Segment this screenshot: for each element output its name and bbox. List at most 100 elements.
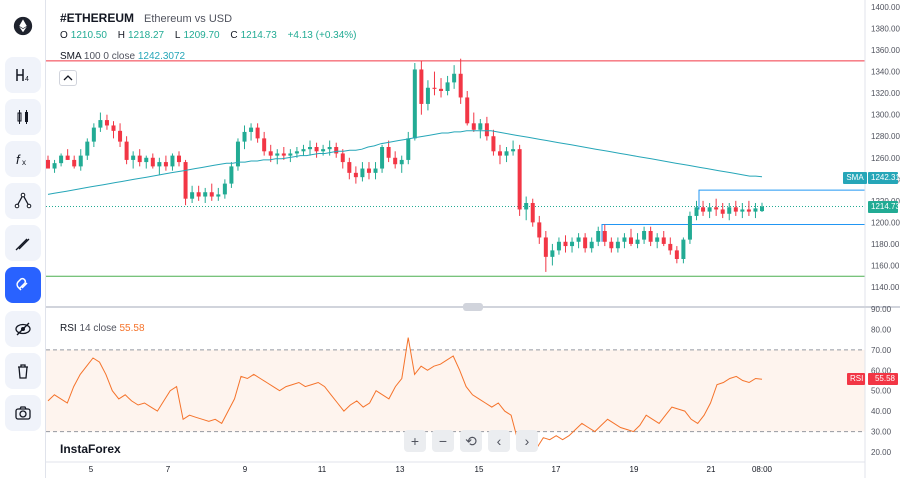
candle-body [674, 250, 679, 259]
open-value: 1210.50 [70, 30, 107, 41]
candles-tool-icon[interactable] [5, 99, 41, 135]
pane-resize-handle[interactable] [463, 303, 483, 311]
sma-legend[interactable]: SMA 100 0 close 1242.3072 [60, 51, 185, 62]
candle-body [602, 231, 607, 242]
brush-tool-icon[interactable] [5, 225, 41, 261]
rsi-tick-label: 30.00 [871, 428, 892, 437]
candle-body [301, 149, 306, 152]
candle-body [655, 237, 660, 242]
sma-value: 1242.3072 [137, 51, 186, 62]
svg-text:4: 4 [25, 76, 29, 83]
price-tick-label: 1200.00 [871, 218, 900, 227]
candle-body [701, 207, 706, 212]
candle-body [144, 157, 149, 163]
candle-body [543, 237, 548, 257]
candle-body [183, 162, 188, 199]
zoom-out-button[interactable]: − [432, 430, 454, 452]
candle-body [425, 87, 430, 104]
candle-body [157, 162, 162, 167]
time-tick-label: 21 [707, 465, 716, 474]
candle-body [72, 159, 77, 167]
symbol-description: Ethereum vs USD [144, 13, 233, 25]
candle-body [563, 241, 568, 247]
candle-body [714, 207, 719, 210]
candle-body [177, 155, 182, 163]
candle-body [465, 97, 470, 124]
candle-body [163, 162, 168, 167]
candle-body [59, 155, 64, 164]
collapse-legend-button[interactable] [59, 70, 77, 86]
price-tick-label: 1340.00 [871, 68, 900, 77]
candle-body [524, 203, 529, 210]
candle-body [550, 250, 555, 257]
candle-body [65, 155, 70, 160]
candle-body [406, 138, 411, 160]
price-tick-label: 1360.00 [871, 46, 900, 55]
candle-body [196, 192, 201, 197]
headings-tool-icon[interactable]: 4 [5, 57, 41, 93]
scroll-back-button[interactable]: ‹ [488, 430, 510, 452]
time-tick-label: 5 [89, 465, 94, 474]
candle-body [452, 73, 457, 83]
candle-body [249, 127, 254, 132]
candle-body [334, 147, 339, 154]
open-label: O [60, 30, 68, 41]
price-tick-label: 1400.00 [871, 3, 900, 12]
candle-body [104, 120, 109, 126]
low-label: L [174, 30, 181, 41]
candle-body [393, 157, 398, 165]
price-tick-label: 1180.00 [871, 240, 900, 249]
candle-body [439, 88, 444, 91]
low-value: 1209.70 [183, 30, 220, 41]
price-tick-label: 1320.00 [871, 89, 900, 98]
candle-body [308, 147, 313, 150]
candle-body [268, 151, 273, 156]
candle-body [707, 207, 712, 212]
candle-body [484, 123, 489, 137]
candle-body [733, 207, 738, 212]
scroll-forward-button[interactable]: › [516, 430, 538, 452]
candle-body [628, 237, 633, 244]
rsi-legend[interactable]: RSI 14 close 55.58 [60, 323, 145, 334]
time-tick-label: 11 [318, 465, 327, 474]
time-tick-label: 08:00 [752, 465, 773, 474]
candle-body [150, 157, 155, 167]
price-tick-label: 1260.00 [871, 154, 900, 163]
symbol-legend: #ETHEREUM Ethereum vs USD [60, 11, 232, 25]
trash-icon[interactable] [5, 353, 41, 389]
candle-body [511, 149, 516, 152]
candle-body [642, 231, 647, 240]
rsi-label: RSI [60, 323, 77, 334]
time-tick-label: 15 [475, 465, 484, 474]
screenshot-camera-icon[interactable] [5, 395, 41, 431]
zoom-in-button[interactable]: + [404, 430, 426, 452]
candle-body [386, 147, 391, 158]
reset-chart-button[interactable]: ⟲ [460, 430, 482, 452]
brand-logo: InstaForex [60, 442, 121, 456]
magnet-tool-icon[interactable] [5, 267, 41, 303]
rsi-tick-label: 50.00 [871, 387, 892, 396]
rsi-tick-label: 40.00 [871, 407, 892, 416]
sma-params: 100 0 close [83, 51, 136, 62]
time-tick-label: 13 [396, 465, 405, 474]
symbol-name: #ETHEREUM [60, 11, 135, 25]
rsi-value: 55.58 [119, 323, 145, 334]
candle-body [471, 123, 476, 130]
candle-body [353, 172, 358, 178]
candle-body [380, 147, 385, 169]
close-label: C [230, 30, 238, 41]
price-tick-label: 1280.00 [871, 132, 900, 141]
candle-body [694, 207, 699, 216]
candle-body [491, 136, 496, 152]
time-tick-label: 17 [552, 465, 561, 474]
sma-axis-badge-value: 1242.31 [868, 172, 900, 184]
drawing-tool-icon[interactable] [5, 183, 41, 219]
hide-drawings-icon[interactable] [5, 311, 41, 347]
rsi-tick-label: 80.00 [871, 325, 892, 334]
candle-body [216, 194, 221, 197]
candle-body [137, 155, 142, 163]
candle-body [131, 155, 136, 160]
candle-body [570, 241, 575, 247]
